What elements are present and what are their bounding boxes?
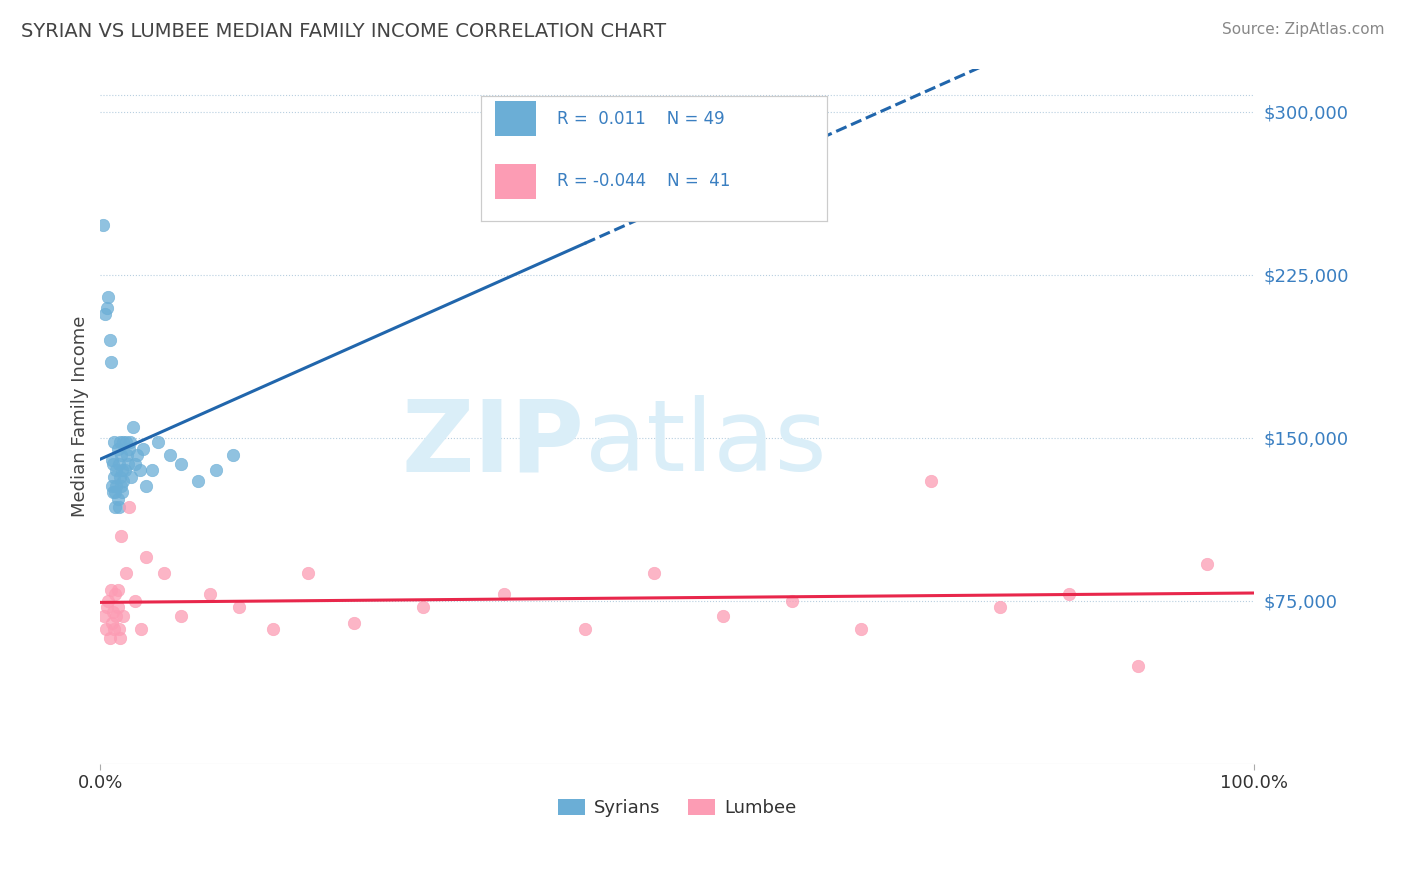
Point: [104, 587, 127, 601]
Point: [101, 479, 124, 493]
Point: [111, 485, 134, 500]
Point: [101, 485, 124, 500]
Point: [103, 622, 125, 636]
Point: [124, 594, 146, 608]
Point: [108, 470, 131, 484]
Point: [574, 622, 596, 636]
Point: [104, 500, 127, 515]
Point: [104, 485, 127, 500]
Point: [782, 594, 804, 608]
Point: [107, 442, 129, 456]
Point: [124, 457, 146, 471]
Point: [111, 463, 134, 477]
Point: [643, 566, 665, 580]
Point: [108, 435, 131, 450]
Point: [101, 615, 124, 630]
Point: [97, 290, 120, 304]
Point: [120, 435, 142, 450]
Point: [152, 566, 174, 580]
Point: [105, 463, 128, 477]
Point: [110, 479, 132, 493]
Point: [98, 333, 121, 347]
Point: [159, 448, 181, 462]
Point: [107, 457, 129, 471]
Point: [105, 479, 128, 493]
Point: [118, 442, 141, 456]
Point: [170, 609, 193, 624]
Point: [94, 307, 117, 321]
Point: [118, 500, 141, 515]
Point: [110, 529, 132, 543]
Point: [107, 500, 129, 515]
Point: [94, 622, 117, 636]
Point: [112, 475, 135, 489]
Text: Source: ZipAtlas.com: Source: ZipAtlas.com: [1222, 22, 1385, 37]
Point: [187, 475, 209, 489]
Point: [96, 600, 118, 615]
Point: [93, 609, 115, 624]
Point: [107, 622, 129, 636]
Point: [198, 587, 221, 601]
Point: [135, 479, 157, 493]
Point: [101, 457, 124, 471]
Point: [146, 435, 169, 450]
Point: [103, 435, 125, 450]
Point: [100, 582, 122, 597]
Point: [127, 448, 149, 462]
Point: [129, 622, 152, 636]
Point: [222, 448, 245, 462]
Point: [170, 457, 193, 471]
Point: [97, 594, 120, 608]
Point: [112, 609, 135, 624]
Point: [297, 566, 319, 580]
Point: [1128, 659, 1150, 673]
Text: atlas: atlas: [585, 395, 827, 492]
Point: [920, 475, 942, 489]
Y-axis label: Median Family Income: Median Family Income: [72, 316, 89, 516]
Point: [412, 600, 434, 615]
Point: [228, 600, 250, 615]
Point: [103, 470, 125, 484]
Point: [262, 622, 284, 636]
Point: [108, 631, 131, 645]
Point: [91, 218, 114, 232]
Point: [988, 600, 1011, 615]
Point: [128, 463, 150, 477]
Text: ZIP: ZIP: [402, 395, 585, 492]
Point: [135, 550, 157, 565]
Point: [343, 615, 366, 630]
Point: [114, 566, 136, 580]
Point: [711, 609, 734, 624]
Point: [96, 301, 118, 315]
Point: [527, 170, 550, 185]
Point: [117, 457, 139, 471]
Point: [110, 448, 132, 462]
Point: [132, 442, 155, 456]
Point: [98, 631, 121, 645]
Point: [100, 355, 122, 369]
Point: [1197, 557, 1219, 571]
Legend: Syrians, Lumbee: Syrians, Lumbee: [551, 791, 803, 824]
Point: [107, 600, 129, 615]
Point: [492, 587, 515, 601]
Point: [107, 582, 129, 597]
Point: [114, 463, 136, 477]
Point: [107, 491, 129, 506]
Point: [105, 609, 128, 624]
Point: [114, 435, 136, 450]
Point: [1057, 587, 1080, 601]
Point: [851, 622, 873, 636]
Point: [121, 420, 143, 434]
Point: [112, 435, 135, 450]
Point: [101, 452, 124, 467]
Point: [115, 448, 138, 462]
Text: SYRIAN VS LUMBEE MEDIAN FAMILY INCOME CORRELATION CHART: SYRIAN VS LUMBEE MEDIAN FAMILY INCOME CO…: [21, 22, 666, 41]
Point: [141, 463, 163, 477]
Point: [101, 605, 124, 619]
Point: [204, 463, 226, 477]
Point: [121, 470, 143, 484]
